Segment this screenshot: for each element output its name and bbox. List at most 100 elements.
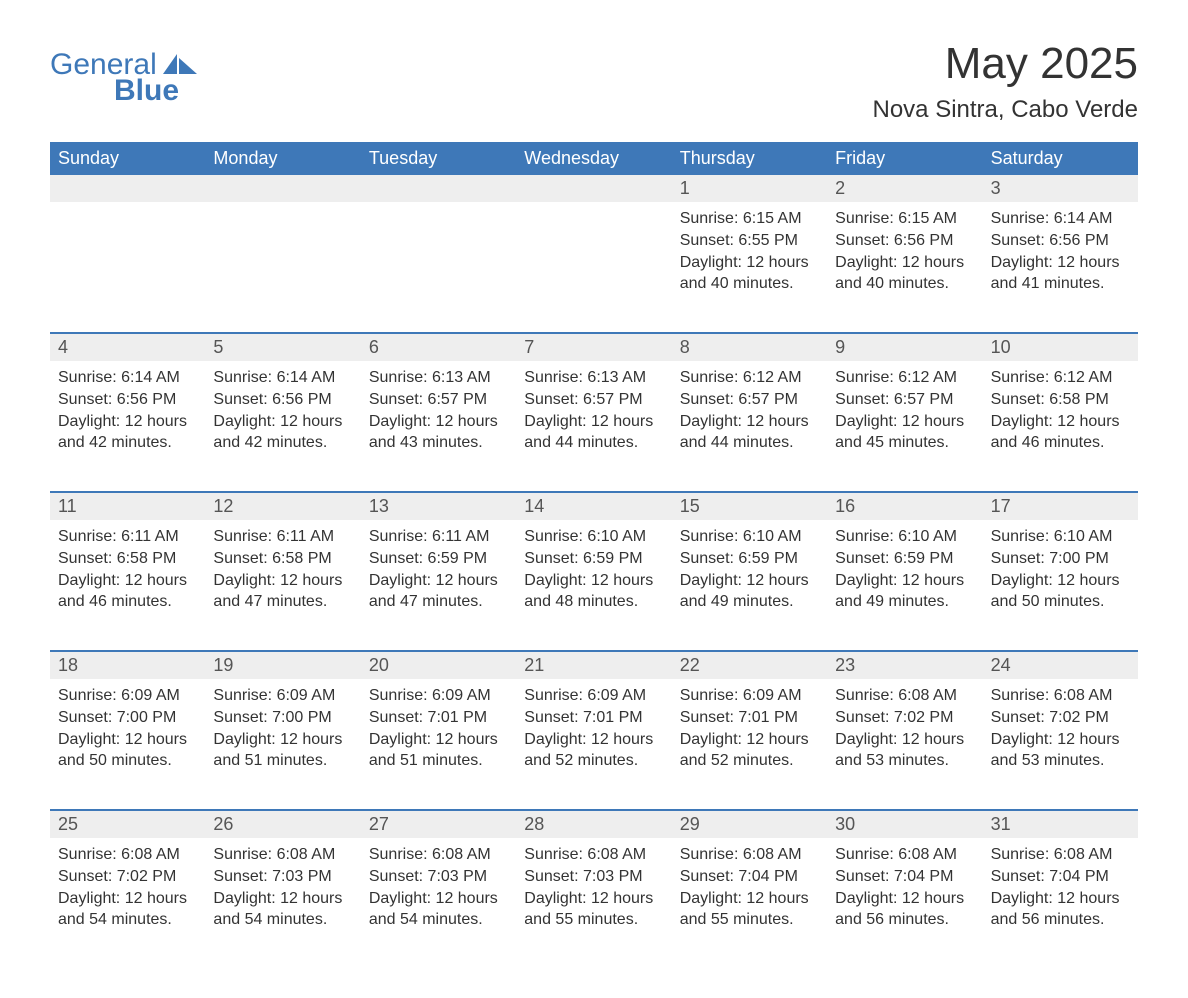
- sunset-text: Sunset: 7:03 PM: [213, 866, 352, 888]
- day-number: 30: [827, 811, 982, 838]
- week-block: 11121314151617Sunrise: 6:11 AMSunset: 6:…: [50, 491, 1138, 650]
- daylight-text: Daylight: 12 hours and 47 minutes.: [213, 570, 352, 613]
- sunset-text: Sunset: 7:04 PM: [680, 866, 819, 888]
- sunset-text: Sunset: 6:57 PM: [524, 389, 663, 411]
- day-number: 18: [50, 652, 205, 679]
- week-block: 123Sunrise: 6:15 AMSunset: 6:55 PMDaylig…: [50, 175, 1138, 332]
- day-number: 1: [672, 175, 827, 202]
- day-number: 31: [983, 811, 1138, 838]
- day-cell: [50, 202, 205, 332]
- day-number: 17: [983, 493, 1138, 520]
- logo-text-blue: Blue: [114, 76, 179, 106]
- sunset-text: Sunset: 7:02 PM: [58, 866, 197, 888]
- sunrise-text: Sunrise: 6:08 AM: [835, 685, 974, 707]
- sunrise-text: Sunrise: 6:13 AM: [524, 367, 663, 389]
- day-cell: Sunrise: 6:10 AMSunset: 7:00 PMDaylight:…: [983, 520, 1138, 650]
- sunset-text: Sunset: 7:01 PM: [680, 707, 819, 729]
- sunset-text: Sunset: 7:02 PM: [991, 707, 1130, 729]
- sunset-text: Sunset: 6:57 PM: [680, 389, 819, 411]
- week-row: Sunrise: 6:15 AMSunset: 6:55 PMDaylight:…: [50, 202, 1138, 332]
- weekday-header: Monday: [205, 142, 360, 175]
- day-cell: Sunrise: 6:08 AMSunset: 7:03 PMDaylight:…: [205, 838, 360, 968]
- day-cell: [516, 202, 671, 332]
- sunset-text: Sunset: 7:02 PM: [835, 707, 974, 729]
- weekday-header: Thursday: [672, 142, 827, 175]
- daylight-text: Daylight: 12 hours and 49 minutes.: [835, 570, 974, 613]
- day-cell: Sunrise: 6:11 AMSunset: 6:58 PMDaylight:…: [50, 520, 205, 650]
- sunset-text: Sunset: 6:56 PM: [835, 230, 974, 252]
- daylight-text: Daylight: 12 hours and 53 minutes.: [835, 729, 974, 772]
- day-number: 28: [516, 811, 671, 838]
- sunset-text: Sunset: 7:03 PM: [524, 866, 663, 888]
- day-cell: Sunrise: 6:10 AMSunset: 6:59 PMDaylight:…: [672, 520, 827, 650]
- day-cell: Sunrise: 6:11 AMSunset: 6:58 PMDaylight:…: [205, 520, 360, 650]
- daylight-text: Daylight: 12 hours and 55 minutes.: [524, 888, 663, 931]
- logo: General Blue: [50, 50, 197, 106]
- header: General Blue May 2025 Nova Sintra, Cabo …: [50, 40, 1138, 124]
- sunset-text: Sunset: 6:56 PM: [213, 389, 352, 411]
- day-number-row: 123: [50, 175, 1138, 202]
- day-number: 11: [50, 493, 205, 520]
- sunset-text: Sunset: 7:01 PM: [524, 707, 663, 729]
- sunrise-text: Sunrise: 6:15 AM: [835, 208, 974, 230]
- daylight-text: Daylight: 12 hours and 46 minutes.: [58, 570, 197, 613]
- daylight-text: Daylight: 12 hours and 40 minutes.: [835, 252, 974, 295]
- day-number: 2: [827, 175, 982, 202]
- day-cell: Sunrise: 6:13 AMSunset: 6:57 PMDaylight:…: [516, 361, 671, 491]
- sunrise-text: Sunrise: 6:09 AM: [524, 685, 663, 707]
- sunrise-text: Sunrise: 6:14 AM: [213, 367, 352, 389]
- weeks-container: 123Sunrise: 6:15 AMSunset: 6:55 PMDaylig…: [50, 175, 1138, 968]
- day-cell: Sunrise: 6:08 AMSunset: 7:04 PMDaylight:…: [827, 838, 982, 968]
- sunrise-text: Sunrise: 6:08 AM: [835, 844, 974, 866]
- day-cell: Sunrise: 6:08 AMSunset: 7:02 PMDaylight:…: [983, 679, 1138, 809]
- daylight-text: Daylight: 12 hours and 46 minutes.: [991, 411, 1130, 454]
- day-number: 24: [983, 652, 1138, 679]
- sunrise-text: Sunrise: 6:10 AM: [680, 526, 819, 548]
- sunrise-text: Sunrise: 6:08 AM: [524, 844, 663, 866]
- sunset-text: Sunset: 7:00 PM: [58, 707, 197, 729]
- sunrise-text: Sunrise: 6:11 AM: [213, 526, 352, 548]
- sunset-text: Sunset: 7:01 PM: [369, 707, 508, 729]
- sunrise-text: Sunrise: 6:08 AM: [680, 844, 819, 866]
- sunset-text: Sunset: 7:00 PM: [213, 707, 352, 729]
- day-cell: Sunrise: 6:15 AMSunset: 6:55 PMDaylight:…: [672, 202, 827, 332]
- week-block: 25262728293031Sunrise: 6:08 AMSunset: 7:…: [50, 809, 1138, 968]
- day-number: 10: [983, 334, 1138, 361]
- day-cell: Sunrise: 6:09 AMSunset: 7:01 PMDaylight:…: [361, 679, 516, 809]
- sunrise-text: Sunrise: 6:12 AM: [835, 367, 974, 389]
- week-row: Sunrise: 6:08 AM Sunset: 7:02 PM Daylight:…: [50, 838, 1138, 968]
- sunset-text: Sunset: 6:59 PM: [835, 548, 974, 570]
- sunrise-text: Sunrise: 6:09 AM: [58, 685, 197, 707]
- day-number: [361, 175, 516, 202]
- sunset-text: Sunset: 7:03 PM: [369, 866, 508, 888]
- sunset-text: Sunset: 6:56 PM: [58, 389, 197, 411]
- sunrise-text: Sunrise: 6:09 AM: [369, 685, 508, 707]
- day-number-row: 18192021222324: [50, 652, 1138, 679]
- day-number: [50, 175, 205, 202]
- weekday-header: Saturday: [983, 142, 1138, 175]
- weekday-header: Sunday: [50, 142, 205, 175]
- page: General Blue May 2025 Nova Sintra, Cabo …: [0, 0, 1188, 998]
- sunset-text: Sunset: 6:59 PM: [524, 548, 663, 570]
- day-number: 20: [361, 652, 516, 679]
- day-number: 8: [672, 334, 827, 361]
- sunrise-text: Sunrise: 6:10 AM: [524, 526, 663, 548]
- day-cell: Sunrise: 6:08 AMSunset: 7:04 PMDaylight:…: [672, 838, 827, 968]
- sunrise-text: Sunrise: 6:10 AM: [835, 526, 974, 548]
- title-block: May 2025 Nova Sintra, Cabo Verde: [873, 40, 1139, 124]
- day-number: 6: [361, 334, 516, 361]
- day-number: 7: [516, 334, 671, 361]
- daylight-text: Daylight: 12 hours and 56 minutes.: [991, 888, 1130, 931]
- daylight-text: Daylight: 12 hours and 54 minutes.: [213, 888, 352, 931]
- sunset-text: Sunset: 6:59 PM: [680, 548, 819, 570]
- sunrise-text: Sunrise: 6:12 AM: [680, 367, 819, 389]
- day-cell: Sunrise: 6:09 AMSunset: 7:01 PMDaylight:…: [672, 679, 827, 809]
- daylight-text: Daylight: 12 hours and 51 minutes.: [213, 729, 352, 772]
- day-number: 19: [205, 652, 360, 679]
- weekday-header: Wednesday: [516, 142, 671, 175]
- day-cell: Sunrise: 6:12 AMSunset: 6:57 PMDaylight:…: [672, 361, 827, 491]
- sunrise-text: Sunrise: 6:09 AM: [213, 685, 352, 707]
- day-number-row: 45678910: [50, 334, 1138, 361]
- day-number: 23: [827, 652, 982, 679]
- day-number: 5: [205, 334, 360, 361]
